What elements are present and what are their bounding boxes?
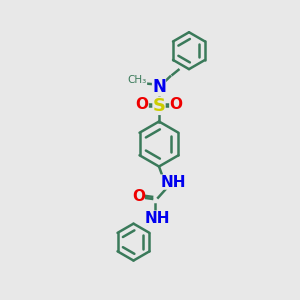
Text: S: S (152, 97, 166, 115)
Text: O: O (136, 97, 149, 112)
Text: N: N (152, 78, 166, 96)
Text: CH₃: CH₃ (128, 75, 147, 85)
Text: NH: NH (145, 211, 170, 226)
Text: O: O (169, 97, 182, 112)
Text: NH: NH (160, 175, 186, 190)
Text: O: O (132, 189, 145, 204)
